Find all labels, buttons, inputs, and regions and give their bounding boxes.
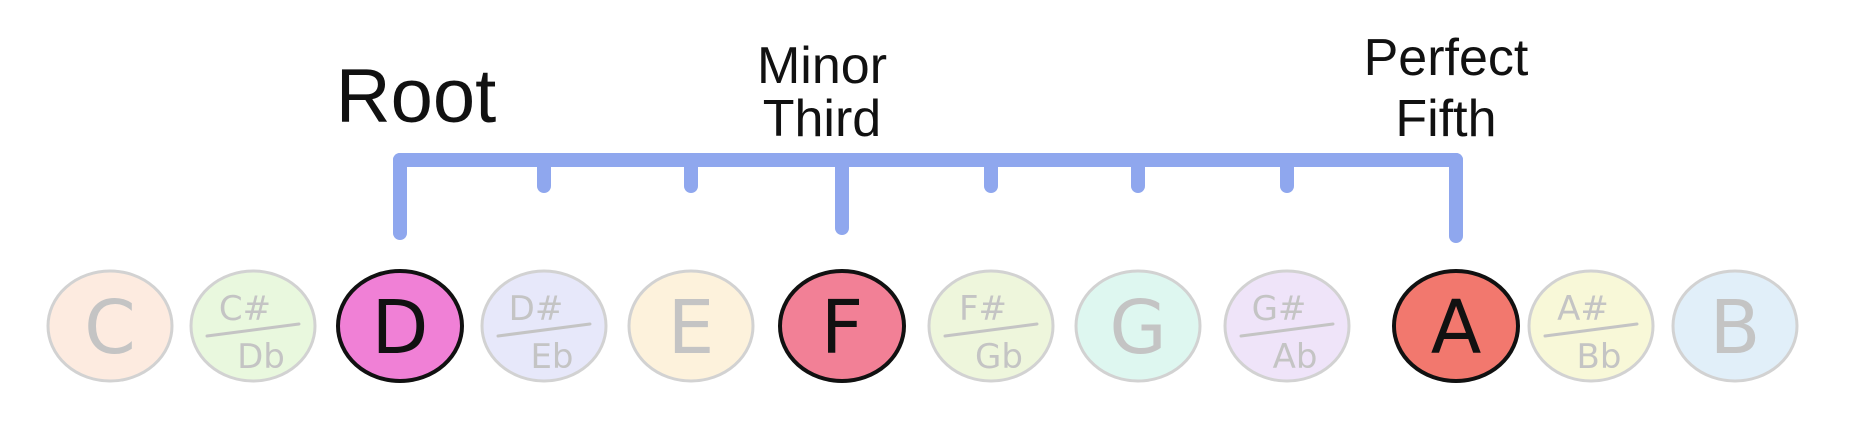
note-flat-label-fs: Gb: [975, 337, 1023, 377]
note-sharp-label-as: A#: [1557, 289, 1609, 329]
note-flat-label-as: Bb: [1577, 337, 1622, 377]
note-circle-fs: [927, 269, 1055, 383]
note-label-f: F: [821, 285, 864, 371]
note-circle-ds: [480, 269, 608, 383]
note-c: C: [46, 269, 174, 383]
note-a: A: [1392, 269, 1520, 383]
note-flat-label-gs: Ab: [1273, 337, 1318, 377]
note-circle-g: [1074, 269, 1202, 383]
note-flat-label-cs: Db: [237, 337, 285, 377]
note-circle-d: [336, 269, 464, 383]
note-b: B: [1671, 269, 1799, 383]
note-as: A# Bb: [1527, 269, 1655, 383]
note-d: D: [336, 269, 464, 383]
note-label-c: C: [84, 285, 136, 371]
note-fs: F# Gb: [927, 269, 1055, 383]
note-sharp-label-cs: C#: [219, 289, 271, 329]
note-sharp-label-fs: F#: [959, 289, 1007, 329]
note-ds: D# Eb: [480, 269, 608, 383]
note-divider-ds: [496, 322, 592, 338]
interval-bracket: [393, 153, 1463, 243]
minor-third-label-line2: Third: [763, 90, 881, 148]
note-circle-cs: [189, 269, 317, 383]
note-divider-as: [1543, 322, 1639, 338]
note-divider-gs: [1239, 322, 1335, 338]
note-circle-f: [778, 269, 906, 383]
note-circle-gs: [1223, 269, 1351, 383]
minor-third-label-line1: Minor: [757, 37, 887, 95]
note-flat-label-ds: Eb: [530, 337, 573, 377]
note-label-e: E: [668, 285, 715, 371]
note-f: F: [778, 269, 906, 383]
note-sharp-label-ds: D#: [509, 289, 564, 329]
root-label: Root: [336, 54, 497, 139]
note-circle-e: [627, 269, 755, 383]
note-circle-c: [46, 269, 174, 383]
note-gs: G# Ab: [1223, 269, 1351, 383]
note-circle-b: [1671, 269, 1799, 383]
note-cs: C# Db: [189, 269, 317, 383]
note-g: G: [1074, 269, 1202, 383]
note-divider-cs: [205, 322, 301, 338]
note-sharp-label-gs: G#: [1252, 289, 1307, 329]
perfect-fifth-label-line1: Perfect: [1364, 29, 1529, 87]
note-label-g: G: [1109, 285, 1166, 371]
note-circle-as: [1527, 269, 1655, 383]
note-circles: C C# Db D D# Eb E F F# Gb G G# Ab A A# Bb B: [46, 269, 1799, 383]
perfect-fifth-label-line2: Fifth: [1395, 90, 1496, 148]
note-e: E: [627, 269, 755, 383]
note-label-a: A: [1431, 285, 1482, 371]
note-label-b: B: [1710, 285, 1761, 371]
note-circle-a: [1392, 269, 1520, 383]
note-divider-fs: [943, 322, 1039, 338]
note-label-d: D: [372, 285, 429, 371]
